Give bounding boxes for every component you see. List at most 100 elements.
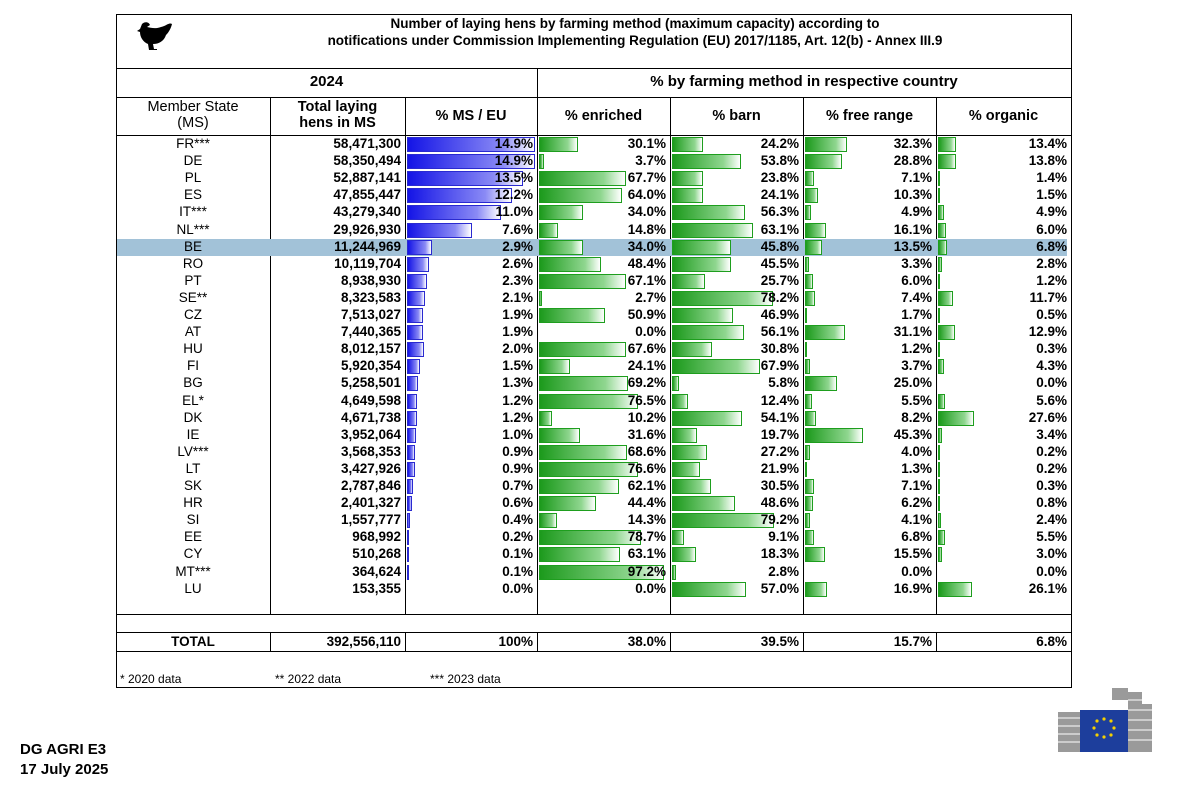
data-bar — [805, 273, 813, 289]
cell-value: 25.0% — [893, 375, 932, 391]
cell-value: 4,671,738 — [340, 409, 401, 425]
rule — [405, 97, 406, 614]
cell-value: 5.8% — [768, 375, 799, 391]
member-state: AT — [184, 324, 202, 340]
cell-value: 11.7% — [1029, 289, 1067, 305]
cell-value: 27.6% — [1028, 409, 1067, 425]
data-bar — [938, 325, 955, 341]
member-state: IE — [186, 426, 200, 442]
cell-value: 14.9% — [494, 136, 533, 151]
cell-value: 32.3% — [893, 136, 932, 151]
column-header: % MS / EU — [435, 108, 507, 124]
cell-value: 3,568,353 — [340, 443, 401, 459]
cell-value: 3,952,064 — [340, 426, 401, 442]
data-bar — [539, 273, 626, 289]
cell-value: 68.6% — [627, 443, 666, 459]
cell-value: 1.4% — [1036, 170, 1067, 186]
member-state: EL* — [182, 392, 204, 408]
rule — [803, 97, 804, 614]
cell-value: 0.0% — [502, 580, 533, 596]
data-bar — [672, 359, 760, 375]
cell-value: 4.9% — [1036, 204, 1067, 220]
data-bar — [805, 581, 827, 597]
cell-value: 30.1% — [627, 136, 666, 151]
data-bar — [938, 273, 940, 289]
cell-value: 0.2% — [1036, 460, 1067, 476]
data-bar — [805, 342, 807, 358]
cell-value: 2,401,327 — [340, 495, 401, 511]
cell-value: 48.6% — [760, 495, 799, 511]
cell-value: 2,787,846 — [340, 478, 401, 493]
data-bar — [938, 188, 940, 204]
data-bar — [407, 359, 420, 375]
data-bar — [672, 154, 742, 170]
member-state: EE — [183, 529, 202, 545]
cell-value: 45.5% — [760, 255, 799, 271]
org: DG AGRI E3 — [20, 741, 107, 758]
date: 17 July 2025 — [20, 761, 109, 778]
cell-value: 2.9% — [502, 238, 533, 254]
cell-value: 76.5% — [627, 392, 666, 408]
data-bar — [938, 547, 942, 563]
data-bar — [407, 444, 415, 460]
data-bar — [938, 239, 947, 255]
data-bar — [672, 427, 698, 443]
cell-value: 1.2% — [502, 392, 533, 408]
member-state: ES — [183, 187, 202, 203]
data-bar — [938, 137, 956, 153]
cell-value: 2.8% — [768, 563, 799, 579]
data-bar — [407, 427, 416, 443]
data-bar — [539, 359, 571, 375]
cell-value: 45.3% — [893, 426, 932, 442]
member-state: LT — [185, 460, 201, 476]
data-bar — [938, 410, 975, 426]
cell-value: 67.1% — [627, 272, 666, 288]
total-value: 100% — [498, 634, 533, 649]
data-bar — [539, 564, 665, 580]
data-bar — [672, 513, 775, 529]
data-bar — [407, 137, 535, 153]
data-bar — [539, 547, 621, 563]
cell-value: 27.2% — [760, 443, 799, 459]
rule — [116, 135, 1072, 136]
footnote: * 2020 data — [120, 672, 182, 686]
cell-value: 2.1% — [502, 289, 533, 305]
data-bar — [407, 461, 415, 477]
data-bar — [938, 496, 940, 512]
cell-value: 29,926,930 — [333, 221, 401, 237]
data-bar — [407, 239, 432, 255]
cell-value: 9.1% — [768, 529, 799, 545]
rule — [270, 632, 271, 651]
column-header: Total laying hens in MS — [297, 99, 378, 131]
rule — [936, 632, 937, 651]
cell-value: 2.6% — [502, 255, 533, 271]
cell-value: 50.9% — [627, 307, 666, 322]
data-bar — [805, 410, 816, 426]
cell-value: 8.2% — [901, 409, 932, 425]
member-state: SK — [183, 478, 202, 493]
cell-value: 6.2% — [901, 495, 932, 511]
data-bar — [805, 205, 812, 221]
cell-value: 1.2% — [901, 341, 932, 357]
cell-value: 23.8% — [760, 170, 799, 186]
data-bar — [407, 479, 413, 495]
data-bar — [539, 479, 620, 495]
cell-value: 46.9% — [760, 307, 799, 322]
cell-value: 43,279,340 — [333, 204, 401, 220]
data-bar — [672, 222, 754, 238]
data-bar — [938, 461, 940, 477]
footnote: *** 2023 data — [430, 672, 501, 686]
cell-value: 13.5% — [494, 170, 533, 186]
cell-value: 14.8% — [627, 221, 666, 237]
hen-icon — [137, 22, 172, 50]
cell-value: 4.9% — [901, 204, 932, 220]
cell-value: 7.4% — [901, 289, 932, 305]
cell-value: 1.5% — [1036, 187, 1067, 203]
data-bar — [805, 359, 810, 375]
data-bar — [938, 427, 943, 443]
cell-value: 0.0% — [635, 324, 666, 340]
data-bar — [938, 308, 940, 324]
data-bar — [539, 308, 605, 324]
cell-value: 3.7% — [901, 358, 932, 374]
data-bar — [672, 325, 745, 341]
